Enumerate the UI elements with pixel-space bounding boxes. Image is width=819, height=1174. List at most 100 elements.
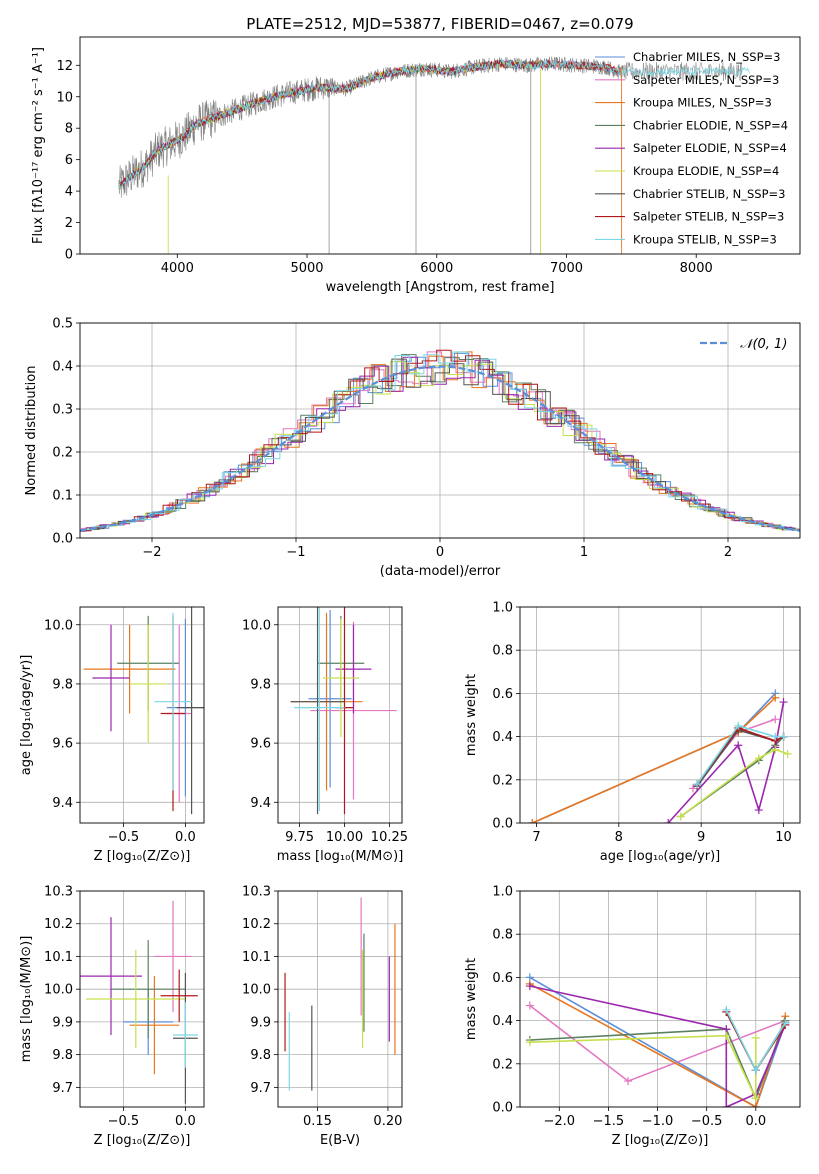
y-axis-label: mass [log₁₀(M/M⊙)] — [19, 936, 34, 1063]
histogram-salpeter_elodie — [72, 357, 819, 531]
y-tick-label: 10.1 — [242, 950, 271, 965]
y-tick-label: 10.0 — [44, 618, 73, 633]
axes-frame — [278, 607, 402, 823]
y-tick-label: 9.8 — [250, 1048, 271, 1063]
x-tick-label: 0.20 — [373, 1114, 402, 1129]
x-tick-label: 0.15 — [303, 1114, 332, 1129]
x-tick-label: 10.25 — [371, 830, 408, 845]
x-tick-label: 8000 — [680, 261, 713, 276]
x-tick-label: −2.0 — [544, 1114, 576, 1129]
model-spectrum-salpeter_elodie — [119, 61, 540, 185]
y-tick-label: 9.4 — [250, 796, 271, 811]
legend-label: Kroupa ELODIE, N_SSP=4 — [633, 164, 779, 178]
x-tick-label: 10.00 — [326, 830, 363, 845]
y-tick-label: 8 — [65, 122, 73, 137]
x-axis-label: mass [log₁₀(M/M⊙)] — [277, 849, 404, 864]
y-tick-label: 12 — [56, 59, 73, 74]
legend-label: Kroupa STELIB, N_SSP=3 — [633, 232, 777, 246]
y-axis-label: mass weight — [464, 958, 479, 1040]
plot-area — [80, 901, 198, 1104]
y-tick-label: 0.0 — [492, 1101, 513, 1116]
weight-line-kroupa_miles — [532, 698, 775, 823]
x-tick-label: −2 — [142, 545, 161, 560]
y-tick-label: 0.4 — [52, 360, 73, 375]
y-tick-label: 0.5 — [52, 317, 73, 332]
weight-marker — [722, 1006, 730, 1014]
x-tick-label: 0.0 — [745, 1114, 766, 1129]
histogram-kroupa_stelib — [78, 352, 819, 532]
y-tick-label: 9.9 — [250, 1015, 271, 1030]
x-tick-label: 1 — [580, 545, 588, 560]
spectrum-title: PLATE=2512, MJD=53877, FIBERID=0467, z=0… — [246, 15, 633, 33]
y-tick-label: 0.8 — [492, 928, 513, 943]
y-tick-label: 0.6 — [492, 971, 513, 986]
histogram-salpeter_stelib — [77, 350, 819, 532]
y-axis-label: mass weight — [464, 674, 479, 756]
legend-label: Chabrier ELODIE, N_SSP=4 — [633, 118, 788, 132]
y-tick-label: 9.8 — [250, 677, 271, 692]
y-tick-label: 0.1 — [52, 489, 73, 504]
y-tick-label: 10.3 — [242, 885, 271, 900]
axes-frame — [520, 891, 800, 1107]
x-tick-label: 6000 — [420, 261, 453, 276]
y-tick-label: 6 — [65, 153, 73, 168]
y-tick-label: 0.8 — [492, 644, 513, 659]
plot-area — [84, 601, 207, 814]
axes-frame — [520, 607, 800, 823]
plot-area — [291, 589, 397, 814]
x-tick-label: 0.0 — [175, 830, 196, 845]
y-tick-label: 9.6 — [52, 737, 73, 752]
x-axis-label: age [log₁₀(age/yr)] — [600, 849, 721, 864]
y-tick-label: 0.4 — [492, 730, 513, 745]
y-tick-label: 9.7 — [52, 1081, 73, 1096]
y-tick-label: 10 — [56, 90, 73, 105]
x-tick-label: 8 — [615, 830, 623, 845]
x-tick-label: 9.75 — [285, 830, 314, 845]
y-tick-label: 0.2 — [492, 773, 513, 788]
x-tick-label: −1.5 — [593, 1114, 625, 1129]
x-axis-label: E(B-V) — [320, 1133, 360, 1148]
legend-label: Chabrier STELIB, N_SSP=3 — [633, 187, 785, 201]
y-tick-label: 1.0 — [492, 601, 513, 616]
x-axis-label: Z [log₁₀(Z/Z⊙)] — [94, 1133, 191, 1148]
y-tick-label: 9.4 — [52, 796, 73, 811]
x-axis-label: (data-model)/error — [380, 564, 501, 579]
y-tick-label: 9.8 — [52, 677, 73, 692]
x-tick-label: −0.5 — [108, 1114, 140, 1129]
plot-area — [285, 898, 395, 1091]
y-tick-label: 0 — [65, 248, 73, 263]
y-tick-label: 0.2 — [492, 1057, 513, 1072]
y-tick-label: 10.3 — [44, 885, 73, 900]
legend-label: Salpeter STELIB, N_SSP=3 — [633, 210, 784, 224]
y-tick-label: 0.3 — [52, 403, 73, 418]
x-tick-label: −1.0 — [642, 1114, 674, 1129]
weight-marker — [752, 1066, 760, 1074]
y-tick-label: 2 — [65, 216, 73, 231]
x-tick-label: 4000 — [161, 261, 194, 276]
x-tick-label: −0.5 — [108, 830, 140, 845]
x-tick-label: 0 — [436, 545, 444, 560]
x-tick-label: 7000 — [550, 261, 583, 276]
y-tick-label: 10.2 — [242, 917, 271, 932]
x-axis-label: wavelength [Angstrom, rest frame] — [326, 280, 555, 295]
y-tick-label: 10.2 — [44, 917, 73, 932]
x-tick-label: 10 — [775, 830, 792, 845]
x-tick-label: 5000 — [290, 261, 323, 276]
plot-area — [66, 350, 819, 533]
x-axis-label: Z [log₁₀(Z/Z⊙)] — [612, 1133, 709, 1148]
weight-line-chabrier_miles — [532, 693, 775, 823]
weight-line-salpeter_elodie — [668, 702, 783, 823]
legend-label: Salpeter ELODIE, N_SSP=4 — [633, 141, 787, 155]
weight-marker — [526, 982, 534, 990]
y-tick-label: 0.2 — [52, 446, 73, 461]
weight-marker — [784, 750, 792, 758]
x-tick-label: 9 — [697, 830, 705, 845]
y-tick-label: 0.0 — [52, 532, 73, 547]
y-tick-label: 0.0 — [492, 817, 513, 832]
